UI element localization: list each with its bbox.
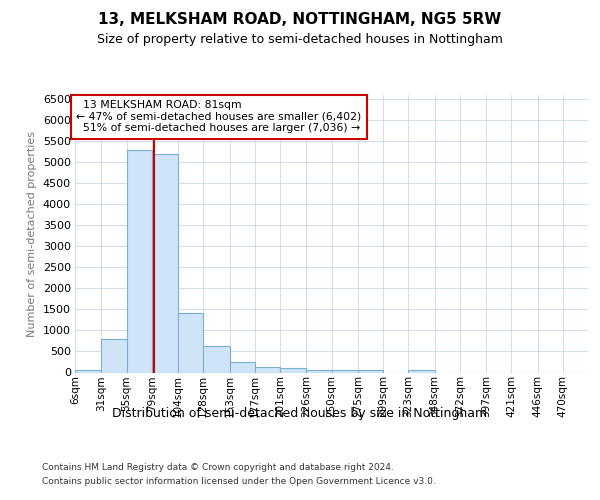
Bar bbox=[306, 370, 331, 372]
Bar bbox=[358, 370, 383, 372]
Bar bbox=[255, 367, 280, 372]
Bar bbox=[152, 154, 178, 372]
Bar bbox=[280, 368, 306, 372]
Text: 13 MELKSHAM ROAD: 81sqm
← 47% of semi-detached houses are smaller (6,402)
  51% : 13 MELKSHAM ROAD: 81sqm ← 47% of semi-de… bbox=[76, 100, 361, 133]
Y-axis label: Number of semi-detached properties: Number of semi-detached properties bbox=[27, 130, 37, 337]
Bar bbox=[230, 362, 255, 372]
Text: Size of property relative to semi-detached houses in Nottingham: Size of property relative to semi-detach… bbox=[97, 32, 503, 46]
Text: 13, MELKSHAM ROAD, NOTTINGHAM, NG5 5RW: 13, MELKSHAM ROAD, NOTTINGHAM, NG5 5RW bbox=[98, 12, 502, 28]
Text: Contains public sector information licensed under the Open Government Licence v3: Contains public sector information licen… bbox=[42, 478, 436, 486]
Bar bbox=[203, 346, 230, 372]
Bar bbox=[178, 313, 203, 372]
Bar bbox=[408, 370, 434, 372]
Bar bbox=[75, 370, 101, 372]
Bar bbox=[101, 339, 127, 372]
Text: Distribution of semi-detached houses by size in Nottingham: Distribution of semi-detached houses by … bbox=[112, 408, 488, 420]
Text: Contains HM Land Registry data © Crown copyright and database right 2024.: Contains HM Land Registry data © Crown c… bbox=[42, 462, 394, 471]
Bar bbox=[127, 150, 152, 372]
Bar bbox=[331, 370, 358, 372]
